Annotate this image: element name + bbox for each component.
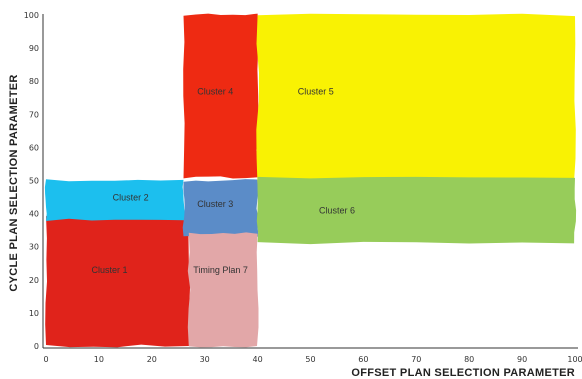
x-tick-label: 20: [147, 355, 157, 364]
y-tick-label: 70: [29, 110, 39, 119]
y-tick-label: 90: [29, 44, 39, 53]
region-label-timing-plan-7: Timing Plan 7: [193, 265, 248, 275]
x-tick-label: 10: [94, 355, 104, 364]
ticks-layer: 0 10 20 30 40 50 60 70 80 90 100 0 10 20 30 40 50 60 70 80 9…: [24, 11, 582, 364]
y-axis-title: CYCLE PLAN SELECTION PARAMETER: [8, 74, 20, 291]
y-tick-label: 50: [29, 177, 39, 186]
x-tick-label: 0: [43, 355, 48, 364]
y-tick-label: 40: [29, 210, 39, 219]
x-tick-label: 100: [567, 355, 582, 364]
region-label-cluster-4: Cluster 4: [197, 86, 233, 96]
x-tick-label: 40: [253, 355, 263, 364]
axes-layer: [42, 14, 578, 349]
region-cluster-4: [183, 13, 259, 179]
x-tick-label: 30: [200, 355, 210, 364]
region-timing-plan-7: [187, 232, 259, 348]
region-cluster-2: [44, 179, 185, 221]
y-tick-label: 80: [29, 77, 39, 86]
y-tick-label: 10: [29, 309, 39, 318]
y-tick-label: 0: [34, 342, 39, 351]
region-label-cluster-5: Cluster 5: [298, 86, 334, 96]
y-tick-label: 20: [29, 276, 39, 285]
x-tick-label: 50: [305, 355, 315, 364]
region-cluster-5: [256, 13, 576, 188]
x-tick-label: 70: [411, 355, 421, 364]
region-label-cluster-3: Cluster 3: [197, 199, 233, 209]
region-label-cluster-6: Cluster 6: [319, 206, 355, 216]
y-tick-label: 60: [29, 143, 39, 152]
x-tick-label: 90: [517, 355, 527, 364]
region-cluster-3: [182, 179, 259, 238]
region-cluster-1: [45, 216, 191, 348]
x-tick-label: 80: [464, 355, 474, 364]
x-axis-title: OFFSET PLAN SELECTION PARAMETER: [351, 367, 575, 379]
y-tick-label: 100: [24, 11, 39, 20]
region-cluster-6: [256, 176, 577, 245]
x-tick-label: 60: [358, 355, 368, 364]
y-tick-label: 30: [29, 243, 39, 252]
regions-layer: [44, 13, 577, 348]
region-label-cluster-1: Cluster 1: [91, 265, 127, 275]
labels-layer: Cluster 1 Cluster 2 Cluster 3 Cluster 4 Clus…: [91, 86, 354, 275]
region-label-cluster-2: Cluster 2: [113, 192, 149, 202]
